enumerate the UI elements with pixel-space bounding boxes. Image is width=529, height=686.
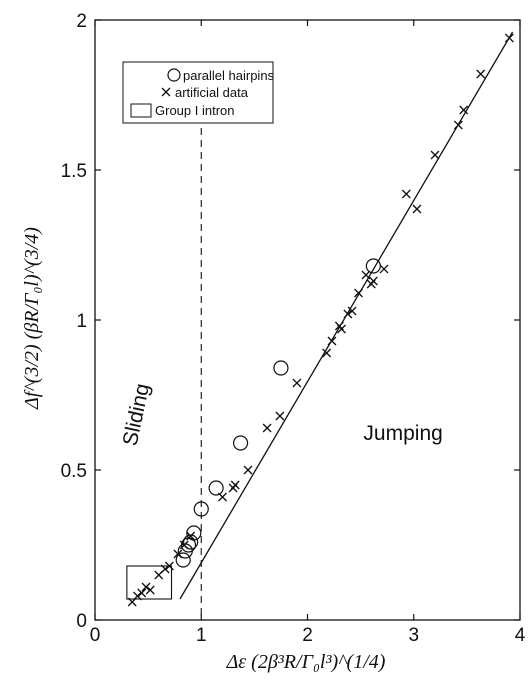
x-axis-label: Δε (2β³R/Γ₀l³)^(1/4) bbox=[226, 651, 386, 673]
region-label-jumping: Jumping bbox=[363, 422, 442, 445]
x-marker-stroke bbox=[218, 492, 227, 502]
point-artificial-data bbox=[160, 564, 170, 574]
point-artificial-data bbox=[275, 411, 285, 421]
point-artificial-data bbox=[179, 540, 189, 550]
x-marker-stroke bbox=[141, 582, 151, 592]
point-artificial-data bbox=[459, 105, 469, 115]
point-artificial-data bbox=[262, 423, 272, 433]
axis-ticks: 0 1 2 3 4 0 0.5 1 1.5 2 bbox=[61, 11, 526, 646]
y-axis-label: Δf^(3/2) (βR/Γ₀l)^(3/4) bbox=[21, 227, 43, 410]
point-artificial-data bbox=[453, 120, 463, 130]
legend-marker-artificial-data bbox=[161, 87, 171, 97]
x-marker-stroke bbox=[504, 33, 514, 43]
x-marker-stroke bbox=[137, 588, 147, 598]
point-parallel-hairpins bbox=[232, 435, 249, 451]
y-tick-label: 0 bbox=[76, 611, 87, 632]
legend-label-parallel-hairpins: parallel hairpins bbox=[183, 68, 275, 83]
point-artificial-data bbox=[412, 204, 422, 214]
x-marker-stroke bbox=[145, 585, 155, 595]
x-marker-stroke bbox=[379, 264, 389, 274]
x-marker-stroke bbox=[354, 288, 363, 298]
x-marker-stroke bbox=[327, 336, 337, 346]
legend-label-artificial-data: artificial data bbox=[175, 85, 249, 100]
x-marker-stroke bbox=[173, 549, 183, 559]
y-tick-label: 1.5 bbox=[61, 161, 87, 182]
point-artificial-data bbox=[379, 264, 389, 274]
x-tick-label: 3 bbox=[408, 625, 419, 646]
x-tick-label: 0 bbox=[90, 625, 101, 646]
point-artificial-data bbox=[133, 591, 142, 601]
legend-marker-parallel-hairpins bbox=[167, 68, 181, 82]
point-artificial-data bbox=[504, 33, 514, 43]
legend-label-group-i-intron: Group I intron bbox=[155, 103, 235, 118]
chart-marks bbox=[126, 31, 514, 620]
x-marker-stroke bbox=[453, 120, 463, 130]
point-artificial-data bbox=[354, 288, 363, 298]
x-marker-stroke bbox=[337, 324, 346, 334]
point-parallel-hairpins bbox=[183, 534, 199, 550]
x-marker-stroke bbox=[164, 561, 174, 571]
y-tick-label: 1 bbox=[76, 311, 87, 332]
point-artificial-data bbox=[173, 549, 183, 559]
x-marker-stroke bbox=[186, 531, 196, 541]
point-artificial-data bbox=[230, 480, 240, 490]
x-tick-label: 2 bbox=[302, 625, 313, 646]
region-label-sliding: Sliding bbox=[119, 381, 155, 447]
x-marker-stroke bbox=[412, 204, 422, 214]
x-marker-stroke bbox=[322, 348, 332, 358]
x-marker-stroke bbox=[368, 276, 378, 286]
point-artificial-data bbox=[322, 348, 332, 358]
legend: parallel hairpins artificial data Group … bbox=[122, 61, 275, 124]
point-artificial-data bbox=[137, 588, 147, 598]
x-marker-stroke bbox=[401, 189, 411, 199]
point-parallel-hairpins bbox=[193, 501, 209, 517]
point-artificial-data bbox=[145, 585, 155, 595]
legend-box bbox=[122, 61, 274, 124]
x-tick-label: 4 bbox=[515, 625, 526, 646]
point-artificial-data bbox=[347, 306, 357, 316]
group-i-intron-box bbox=[126, 565, 173, 600]
x-marker-stroke bbox=[347, 306, 357, 316]
x-marker-stroke bbox=[361, 270, 371, 280]
x-marker-stroke bbox=[292, 378, 302, 388]
x-marker-stroke bbox=[230, 480, 240, 490]
point-parallel-hairpins bbox=[273, 360, 289, 376]
legend-marker-group-i-intron bbox=[130, 103, 152, 118]
point-artificial-data bbox=[218, 492, 227, 502]
point-artificial-data bbox=[368, 276, 378, 286]
point-artificial-data bbox=[337, 324, 346, 334]
point-artificial-data bbox=[292, 378, 302, 388]
x-marker-stroke bbox=[133, 591, 142, 601]
point-artificial-data bbox=[343, 309, 353, 319]
x-marker-stroke bbox=[430, 150, 440, 160]
point-parallel-hairpins bbox=[365, 258, 381, 274]
x-marker-stroke bbox=[262, 423, 272, 433]
x-marker-stroke bbox=[243, 465, 253, 475]
point-artificial-data bbox=[141, 582, 151, 592]
point-artificial-data bbox=[401, 189, 411, 199]
y-tick-label: 0.5 bbox=[61, 461, 87, 482]
point-artificial-data bbox=[361, 270, 371, 280]
y-tick-label: 2 bbox=[76, 11, 87, 32]
point-artificial-data bbox=[164, 561, 174, 571]
x-tick-label: 1 bbox=[196, 625, 207, 646]
x-marker-stroke bbox=[179, 540, 189, 550]
point-artificial-data bbox=[476, 69, 486, 79]
x-marker-stroke bbox=[459, 105, 469, 115]
point-parallel-hairpins bbox=[175, 552, 191, 568]
x-marker-stroke bbox=[476, 69, 486, 79]
point-artificial-data bbox=[430, 150, 440, 160]
point-parallel-hairpins bbox=[208, 480, 224, 496]
point-artificial-data bbox=[186, 531, 196, 541]
x-marker-stroke bbox=[160, 564, 170, 574]
x-marker-stroke bbox=[275, 411, 285, 421]
point-artificial-data bbox=[327, 336, 337, 346]
point-artificial-data bbox=[243, 465, 253, 475]
x-marker-stroke bbox=[343, 309, 353, 319]
